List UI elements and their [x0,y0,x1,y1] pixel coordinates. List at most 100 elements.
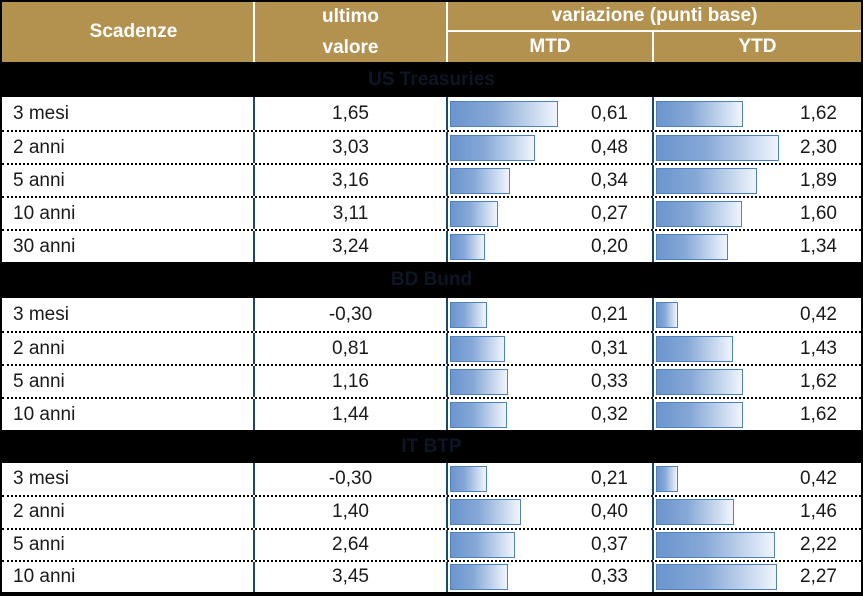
ytd-cell: 1,62 [652,97,861,130]
mtd-bar [450,301,487,328]
mtd-bar [450,134,535,161]
ytd-value: 0,42 [800,303,837,325]
column-header-mtd: MTD [446,32,652,62]
maturity-label: 10 anni [13,565,76,587]
maturity-label: 5 anni [13,533,65,555]
ytd-cell: 1,43 [652,333,861,364]
section: US Treasuries 3 mesi 1,65 0,61 1,62 2 anni 3,0… [2,62,861,262]
ytd-cell: 2,22 [652,529,861,560]
ytd-value: 1,60 [800,202,837,224]
maturity-label: 2 anni [13,136,65,158]
mtd-cell: 0,34 [446,165,652,196]
mtd-bar [450,368,508,395]
mtd-value: 0,34 [591,169,628,191]
maturity-label: 5 anni [13,169,65,191]
ytd-bar [656,531,775,558]
maturity-label: 3 mesi [13,102,69,124]
maturity-label: 5 anni [13,370,65,392]
ytd-bar [656,301,678,328]
mtd-cell: 0,33 [446,366,652,397]
mtd-value: 0,31 [591,337,628,359]
ytd-cell: 1,89 [652,165,861,196]
mtd-cell: 0,31 [446,333,652,364]
mtd-bar [450,167,510,194]
ytd-value: 0,42 [800,468,837,490]
table-row: 10 anni 1,44 0,32 1,62 [2,397,861,430]
mtd-bar [450,531,515,558]
maturity-label: 10 anni [13,403,76,425]
ytd-value: 1,62 [800,102,837,124]
ultimo-valore-value: 1,40 [253,497,446,528]
mtd-value: 0,27 [591,202,628,224]
ytd-value: 1,43 [800,337,837,359]
ultimo-valore-value: 2,64 [253,529,446,560]
ultimo-valore-value: 3,45 [253,561,446,592]
table-row: 10 anni 3,45 0,33 2,27 [2,559,861,592]
ytd-cell: 0,42 [652,463,861,496]
column-header-variazione: variazione (punti base) [446,2,861,32]
ytd-value: 2,22 [800,533,837,555]
mtd-bar [450,335,505,362]
mtd-cell: 0,40 [446,497,652,528]
ultimo-valore-value: 3,24 [253,231,446,262]
mtd-bar [450,466,487,493]
table-row: 10 anni 3,11 0,27 1,60 [2,196,861,229]
ytd-value: 2,30 [800,136,837,158]
table-header: Scadenze ultimo valore variazione (punti… [2,2,861,62]
mtd-value: 0,61 [591,102,628,124]
section-title-band: BD Bund [2,262,861,298]
ytd-value: 2,27 [800,565,837,587]
ytd-bar [656,200,742,227]
ytd-bar [656,368,743,395]
ultimo-valore-value: -0,30 [253,298,446,331]
mtd-value: 0,33 [591,565,628,587]
mtd-value: 0,37 [591,533,628,555]
ultimo-valore-value: 3,03 [253,132,446,163]
table-row: 3 mesi -0,30 0,21 0,42 [2,463,861,496]
ytd-value: 1,46 [800,501,837,523]
table-body: US Treasuries 3 mesi 1,65 0,61 1,62 2 anni 3,0… [2,62,861,592]
mtd-value: 0,48 [591,136,628,158]
ultimo-valore-value: 1,16 [253,366,446,397]
ytd-bar [656,134,779,161]
ultimo-valore-value: 1,44 [253,399,446,430]
ultimo-valore-value: 3,16 [253,165,446,196]
ytd-value: 1,89 [800,169,837,191]
maturity-label: 2 anni [13,337,65,359]
ultimo-valore-value: 1,65 [253,97,446,130]
mtd-bar [450,563,508,590]
mtd-bar [450,100,558,127]
ytd-bar [656,335,733,362]
ytd-cell: 1,62 [652,399,861,430]
table-row: 5 anni 3,16 0,34 1,89 [2,163,861,196]
column-header-ytd: YTD [652,32,861,62]
ytd-value: 1,34 [800,235,837,257]
mtd-cell: 0,61 [446,97,652,130]
ytd-bar [656,233,728,260]
column-header-ultimo-valore: ultimo valore [253,2,446,62]
section-title-band: IT BTP [2,430,861,463]
maturity-label: 30 anni [13,235,76,257]
ytd-bar [656,100,743,127]
mtd-bar [450,200,498,227]
mtd-bar [450,499,521,526]
mtd-value: 0,40 [591,501,628,523]
maturity-label: 3 mesi [13,303,69,325]
table-row: 3 mesi 1,65 0,61 1,62 [2,97,861,130]
section-title-band: US Treasuries [2,62,861,97]
ytd-cell: 0,42 [652,298,861,331]
maturity-label: 10 anni [13,202,76,224]
section: IT BTP 3 mesi -0,30 0,21 0,42 2 anni 1,40 0,40 1… [2,430,861,592]
section-title: BD Bund [390,269,473,290]
table-row: 2 anni 1,40 0,40 1,46 [2,495,861,528]
mtd-value: 0,21 [591,303,628,325]
section-title: US Treasuries [368,68,495,90]
mtd-value: 0,32 [591,403,628,425]
mtd-bar [450,233,485,260]
mtd-value: 0,33 [591,370,628,392]
mtd-cell: 0,21 [446,298,652,331]
table-row: 2 anni 3,03 0,48 2,30 [2,130,861,163]
ultimo-valore-value: 0,81 [253,333,446,364]
ytd-cell: 1,60 [652,198,861,229]
table-row: 30 anni 3,24 0,20 1,34 [2,229,861,262]
